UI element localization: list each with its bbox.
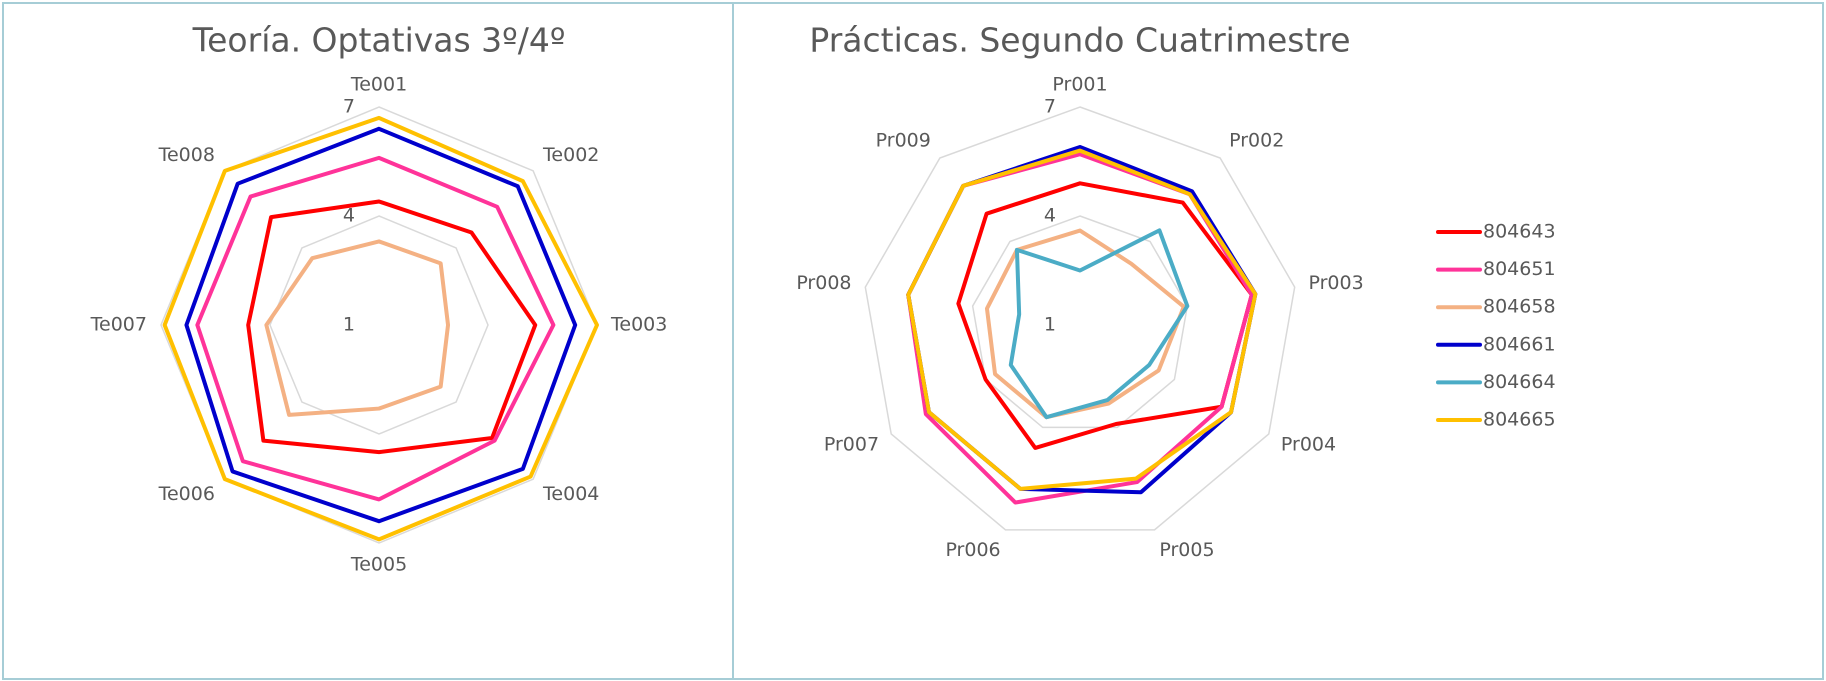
r-tick-label: 4 bbox=[343, 205, 355, 227]
panel bbox=[2, 2, 734, 680]
legend-label: 804658 bbox=[1483, 296, 1556, 318]
axis-label: Te001 bbox=[350, 74, 407, 96]
legend-label: 804661 bbox=[1483, 333, 1556, 355]
series-line bbox=[246, 199, 538, 455]
r-tick-label: 1 bbox=[1044, 314, 1056, 336]
axis-label: Pr004 bbox=[1281, 434, 1336, 456]
legend-label: 804643 bbox=[1483, 221, 1556, 243]
grid-ring bbox=[269, 215, 489, 435]
axis-label: Te006 bbox=[158, 483, 215, 505]
axis-label: Pr001 bbox=[1052, 74, 1107, 96]
axis-label: Te008 bbox=[158, 144, 215, 166]
r-tick-label: 7 bbox=[343, 96, 355, 118]
panel bbox=[732, 2, 1824, 680]
axis-label: Te004 bbox=[542, 483, 599, 505]
axis-label: Te003 bbox=[610, 314, 667, 336]
legend-label: 804664 bbox=[1483, 371, 1556, 393]
axis-label: Pr009 bbox=[876, 130, 931, 152]
grid-ring bbox=[971, 215, 1189, 429]
axis-label: Pr005 bbox=[1159, 539, 1214, 561]
axis-label: Pr007 bbox=[824, 434, 879, 456]
series-line bbox=[906, 148, 1258, 491]
axis-label: Te007 bbox=[90, 314, 147, 336]
axis-label: Pr003 bbox=[1308, 272, 1363, 294]
r-tick-label: 4 bbox=[1044, 205, 1056, 227]
legend-label: 804665 bbox=[1483, 409, 1556, 431]
axis-label: Pr008 bbox=[796, 272, 851, 294]
axis-label: Pr006 bbox=[945, 539, 1000, 561]
series-line bbox=[1008, 228, 1190, 420]
r-tick-label: 7 bbox=[1044, 96, 1056, 118]
axis-label: Te002 bbox=[542, 144, 599, 166]
r-tick-label: 1 bbox=[343, 314, 355, 336]
axis-label: Pr002 bbox=[1229, 130, 1284, 152]
series-line bbox=[956, 181, 1254, 450]
grid-ring bbox=[864, 106, 1296, 531]
axis-label: Te005 bbox=[350, 554, 407, 576]
series-line bbox=[162, 115, 599, 542]
series-line bbox=[184, 126, 578, 524]
series-line bbox=[264, 239, 451, 417]
legend-label: 804651 bbox=[1483, 258, 1556, 280]
chart-title: Prácticas. Segundo Cuatrimestre bbox=[809, 21, 1350, 60]
series-line bbox=[195, 155, 556, 502]
chart-title: Teoría. Optativas 3º/4º bbox=[192, 21, 566, 60]
